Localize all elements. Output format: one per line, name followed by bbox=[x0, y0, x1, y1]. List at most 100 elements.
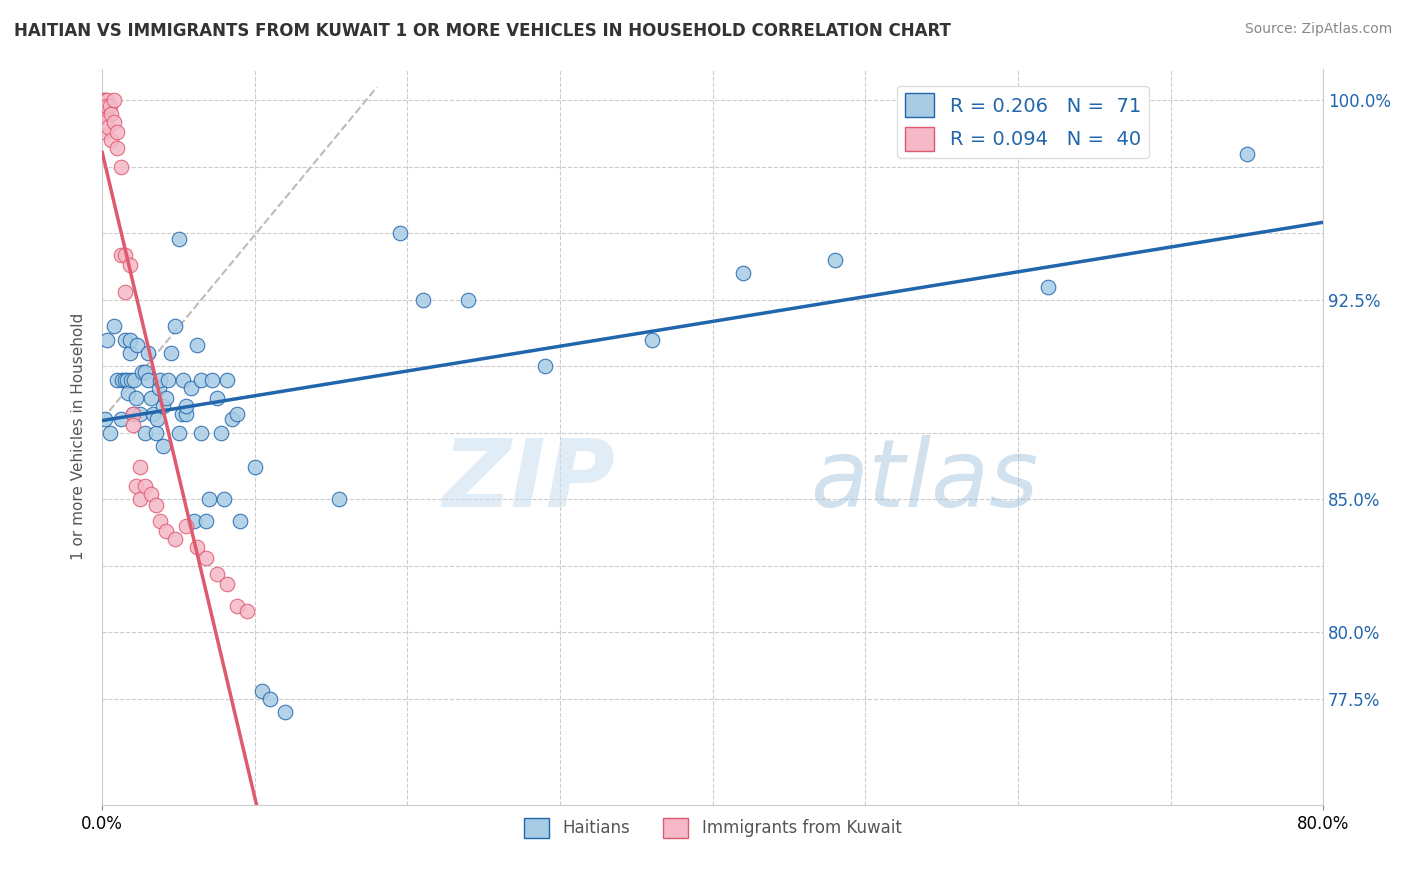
Point bbox=[111, 373, 134, 387]
Point bbox=[195, 514, 218, 528]
Point bbox=[1038, 279, 1060, 293]
Point bbox=[172, 373, 194, 387]
Point bbox=[217, 373, 239, 387]
Point bbox=[217, 577, 239, 591]
Point bbox=[221, 412, 243, 426]
Point bbox=[733, 266, 755, 280]
Text: ZIP: ZIP bbox=[441, 435, 614, 527]
Point bbox=[118, 258, 141, 272]
Point bbox=[129, 492, 152, 507]
Point bbox=[195, 550, 218, 565]
Point bbox=[259, 691, 281, 706]
Point bbox=[201, 373, 224, 387]
Point bbox=[205, 391, 228, 405]
Point bbox=[136, 373, 159, 387]
Point bbox=[98, 425, 121, 440]
Point bbox=[145, 425, 167, 440]
Point bbox=[94, 99, 117, 113]
Point bbox=[228, 514, 250, 528]
Point bbox=[1236, 146, 1258, 161]
Point bbox=[142, 407, 165, 421]
Point bbox=[139, 391, 162, 405]
Point bbox=[125, 479, 148, 493]
Point bbox=[103, 319, 125, 334]
Point bbox=[243, 460, 266, 475]
Point bbox=[107, 373, 129, 387]
Point bbox=[118, 346, 141, 360]
Point bbox=[155, 524, 177, 538]
Point bbox=[110, 247, 132, 261]
Point bbox=[412, 293, 434, 307]
Point bbox=[136, 346, 159, 360]
Point bbox=[98, 99, 121, 113]
Point bbox=[328, 492, 350, 507]
Point bbox=[114, 333, 136, 347]
Point bbox=[129, 460, 152, 475]
Y-axis label: 1 or more Vehicles in Household: 1 or more Vehicles in Household bbox=[72, 313, 86, 560]
Point bbox=[183, 514, 205, 528]
Point bbox=[167, 232, 190, 246]
Point bbox=[225, 407, 247, 421]
Point bbox=[129, 407, 152, 421]
Point bbox=[174, 399, 197, 413]
Point bbox=[107, 141, 129, 155]
Point bbox=[155, 391, 177, 405]
Point bbox=[121, 407, 143, 421]
Point bbox=[180, 381, 202, 395]
Point bbox=[117, 385, 139, 400]
Point bbox=[103, 114, 125, 128]
Point bbox=[122, 373, 145, 387]
Point bbox=[205, 566, 228, 581]
Point bbox=[120, 373, 142, 387]
Point bbox=[121, 417, 143, 432]
Point bbox=[174, 519, 197, 533]
Point bbox=[107, 125, 129, 139]
Point bbox=[134, 479, 156, 493]
Point bbox=[134, 425, 156, 440]
Point bbox=[170, 407, 193, 421]
Point bbox=[110, 412, 132, 426]
Point bbox=[152, 399, 174, 413]
Point bbox=[100, 133, 122, 147]
Point bbox=[156, 373, 179, 387]
Text: Source: ZipAtlas.com: Source: ZipAtlas.com bbox=[1244, 22, 1392, 37]
Point bbox=[139, 487, 162, 501]
Point bbox=[152, 439, 174, 453]
Legend: Haitians, Immigrants from Kuwait: Haitians, Immigrants from Kuwait bbox=[517, 811, 908, 845]
Point bbox=[93, 94, 115, 108]
Point bbox=[214, 492, 236, 507]
Point bbox=[236, 604, 259, 618]
Point bbox=[93, 99, 115, 113]
Point bbox=[145, 498, 167, 512]
Point bbox=[190, 425, 212, 440]
Point bbox=[94, 412, 117, 426]
Point bbox=[209, 425, 232, 440]
Point bbox=[127, 338, 149, 352]
Point bbox=[93, 125, 115, 139]
Point bbox=[274, 705, 297, 719]
Point bbox=[165, 532, 187, 546]
Point bbox=[160, 346, 183, 360]
Point bbox=[388, 227, 411, 241]
Point bbox=[640, 333, 662, 347]
Point bbox=[533, 359, 555, 374]
Point bbox=[165, 319, 187, 334]
Point bbox=[110, 160, 132, 174]
Point bbox=[125, 391, 148, 405]
Point bbox=[186, 540, 208, 554]
Point bbox=[121, 407, 143, 421]
Point bbox=[114, 247, 136, 261]
Point bbox=[103, 94, 125, 108]
Point bbox=[225, 599, 247, 613]
Point bbox=[149, 514, 172, 528]
Point bbox=[94, 94, 117, 108]
Text: atlas: atlas bbox=[810, 435, 1039, 526]
Point bbox=[118, 333, 141, 347]
Point bbox=[167, 425, 190, 440]
Point bbox=[97, 120, 120, 134]
Point bbox=[824, 252, 846, 267]
Point bbox=[96, 333, 118, 347]
Point bbox=[148, 381, 170, 395]
Point bbox=[115, 373, 138, 387]
Point bbox=[186, 338, 208, 352]
